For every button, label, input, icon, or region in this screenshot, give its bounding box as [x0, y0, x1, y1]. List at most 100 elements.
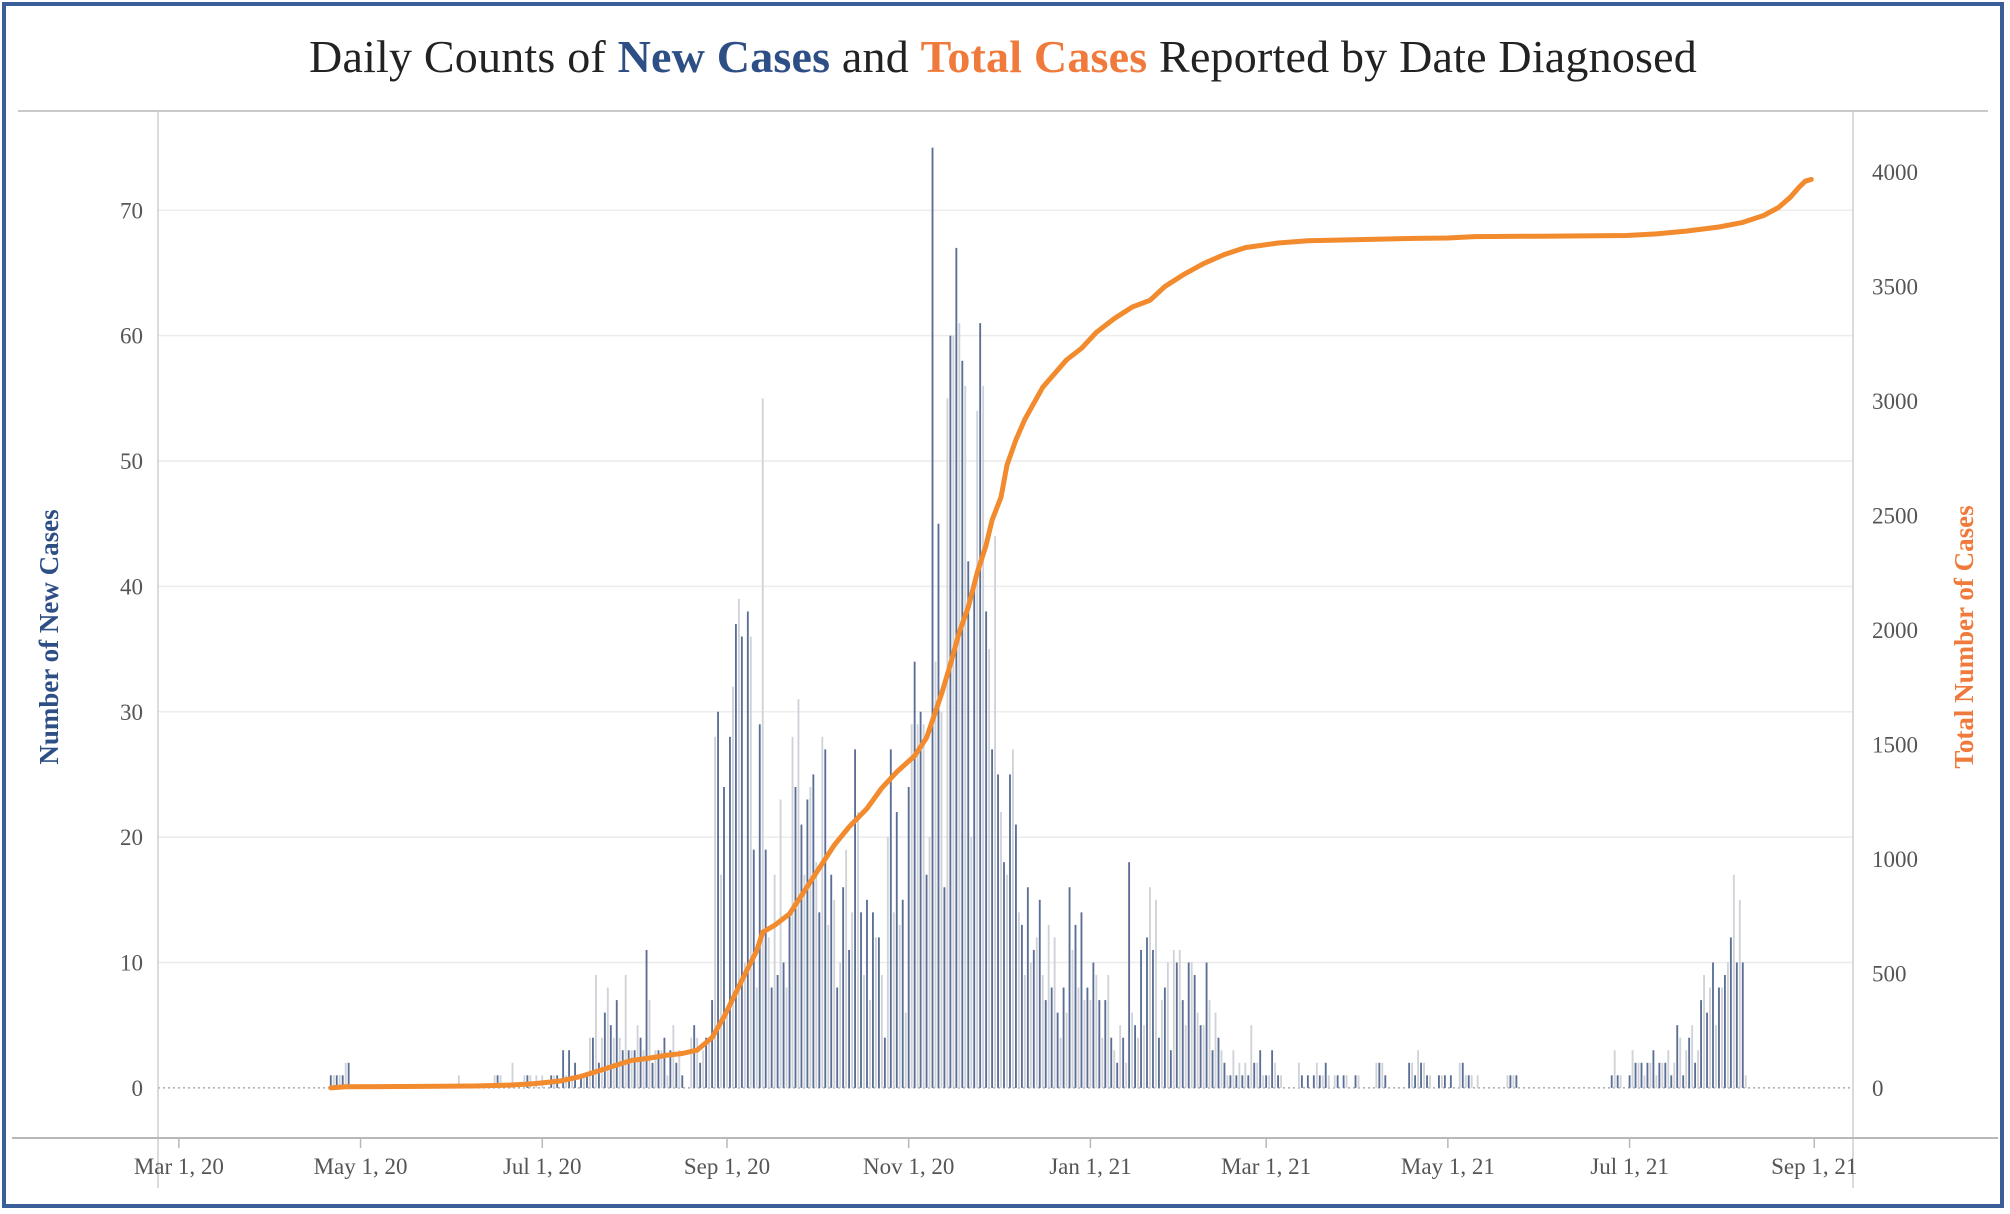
- new-cases-bar: [702, 1050, 705, 1088]
- new-cases-bar: [1119, 1025, 1122, 1088]
- new-cases-bar: [1664, 1062, 1667, 1088]
- new-cases-bar: [1718, 987, 1720, 1088]
- new-cases-bar: [863, 975, 865, 1088]
- new-cases-bar: [1408, 1062, 1411, 1088]
- new-cases-bar: [609, 1025, 612, 1088]
- new-cases-bar: [1023, 975, 1026, 1088]
- new-cases-bar: [344, 1062, 347, 1088]
- new-cases-bar: [755, 987, 758, 1088]
- new-cases-bar: [743, 962, 746, 1088]
- new-cases-bar: [1157, 1037, 1160, 1088]
- new-cases-bar: [1506, 1075, 1509, 1088]
- new-cases-bar: [794, 786, 797, 1088]
- new-cases-bar: [1190, 962, 1193, 1088]
- new-cases-bar: [764, 849, 767, 1088]
- new-cases-bar: [1128, 862, 1131, 1088]
- new-cases-bar: [782, 962, 785, 1088]
- new-cases-bar: [1160, 1000, 1163, 1088]
- new-cases-bar: [752, 849, 755, 1088]
- new-cases-bar: [1003, 862, 1005, 1088]
- new-cases-bar: [663, 1037, 666, 1088]
- new-cases-bar: [839, 962, 842, 1088]
- title-new-cases: New Cases: [617, 31, 831, 82]
- new-cases-bar: [645, 949, 648, 1088]
- new-cases-bar: [1000, 812, 1002, 1088]
- new-cases-bar: [1086, 987, 1089, 1088]
- new-cases-bar: [800, 824, 803, 1088]
- new-cases-bar: [1071, 949, 1074, 1088]
- x-tick-label: Mar 1, 20: [134, 1154, 224, 1179]
- new-cases-bar: [1417, 1050, 1420, 1088]
- new-cases-bar: [1125, 1062, 1128, 1088]
- new-cases-bar: [1357, 1075, 1360, 1088]
- new-cases-bar: [1661, 1062, 1664, 1088]
- new-cases-bar: [1438, 1075, 1440, 1088]
- new-cases-bar: [1226, 1075, 1229, 1088]
- x-tick-label: Sep 1, 21: [1771, 1154, 1857, 1179]
- new-cases-bar: [874, 937, 877, 1088]
- new-cases-bar: [1300, 1075, 1303, 1088]
- new-cases-bar: [589, 1037, 591, 1088]
- new-cases-bar: [332, 1075, 335, 1088]
- new-cases-bar: [568, 1050, 571, 1088]
- new-cases-bar: [1256, 1062, 1259, 1088]
- new-cases-bar: [335, 1075, 338, 1088]
- new-cases-bar: [1098, 1000, 1101, 1088]
- y-right-tick-label: 0: [1872, 1076, 1884, 1101]
- new-cases-bar: [1682, 1075, 1685, 1088]
- new-cases-bar: [1146, 937, 1148, 1088]
- y-right-tick-label: 500: [1872, 961, 1907, 986]
- new-cases-bar: [1658, 1062, 1661, 1088]
- new-cases-bar: [1712, 962, 1714, 1088]
- new-cases-bar: [1220, 1050, 1223, 1088]
- title-part-3: Reported by Date Diagnosed: [1147, 31, 1697, 82]
- new-cases-bar: [705, 1037, 708, 1088]
- new-cases-bar: [758, 724, 761, 1088]
- new-cases-bar: [1420, 1062, 1422, 1088]
- new-cases-bar: [1634, 1062, 1637, 1088]
- new-cases-bar: [1265, 1075, 1268, 1088]
- gridlines: [158, 209, 1853, 1089]
- new-cases-bar: [925, 874, 928, 1088]
- x-tick-label: May 1, 21: [1401, 1154, 1495, 1179]
- new-cases-bar: [1461, 1062, 1464, 1088]
- new-cases-bar: [967, 561, 970, 1088]
- y-axis-left-label: Number of New Cases: [34, 509, 64, 764]
- new-cases-bar: [928, 837, 931, 1088]
- new-cases-bar: [1384, 1075, 1387, 1088]
- new-cases-bar: [654, 1050, 657, 1088]
- new-cases-bar: [457, 1075, 460, 1088]
- new-cases-bar: [1732, 874, 1735, 1088]
- new-cases-bar: [627, 1050, 630, 1088]
- new-cases-bar: [824, 749, 827, 1088]
- new-cases-bar: [955, 247, 958, 1088]
- new-cases-bar: [1703, 975, 1705, 1088]
- new-cases-bar: [621, 1050, 624, 1088]
- new-cases-bar: [1134, 1025, 1137, 1088]
- new-cases-bar: [818, 912, 821, 1088]
- new-cases-bar: [1741, 962, 1744, 1088]
- new-cases-bar: [1676, 1025, 1679, 1088]
- title-part-1: Daily Counts of: [309, 31, 618, 82]
- new-cases-bar: [1715, 1025, 1717, 1088]
- new-cases-bar: [1235, 1075, 1238, 1088]
- new-cases-bar: [886, 837, 889, 1088]
- new-cases-bar: [943, 887, 946, 1088]
- new-cases-bar: [594, 975, 597, 1088]
- new-cases-bar: [1443, 1075, 1446, 1088]
- new-cases-bar: [1044, 1000, 1047, 1088]
- new-cases-bar: [1470, 1075, 1473, 1088]
- new-cases-bar: [1184, 1025, 1187, 1088]
- new-cases-bar: [1223, 1062, 1226, 1088]
- new-cases-bar: [842, 887, 845, 1088]
- new-cases-bar: [591, 1037, 594, 1088]
- new-cases-bar: [1649, 1062, 1652, 1088]
- new-cases-bar: [994, 536, 996, 1088]
- new-cases-bar: [612, 1037, 615, 1088]
- new-cases-bar: [1268, 1075, 1271, 1088]
- new-cases-bar: [946, 398, 949, 1088]
- new-cases-bar: [1274, 1062, 1277, 1088]
- new-cases-bar: [1101, 1037, 1104, 1088]
- new-cases-bar: [734, 624, 737, 1088]
